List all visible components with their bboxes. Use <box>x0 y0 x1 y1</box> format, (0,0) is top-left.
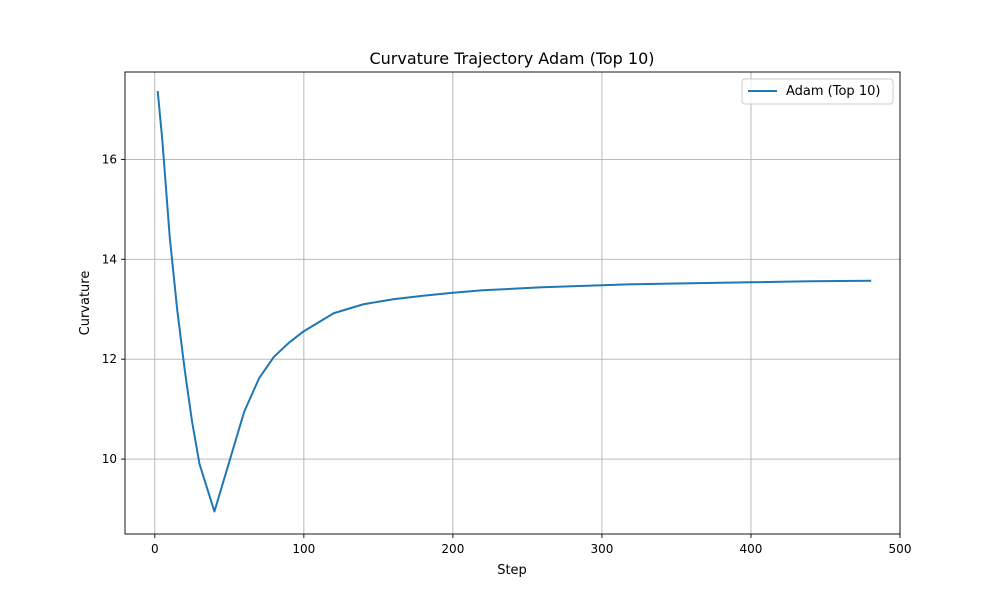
series-line <box>156 90 872 513</box>
x-tick-label: 500 <box>889 542 912 556</box>
y-tick-label: 12 <box>102 352 117 366</box>
chart-title: Curvature Trajectory Adam (Top 10) <box>369 49 654 68</box>
legend: Adam (Top 10) <box>741 78 894 105</box>
x-axis-label: Step <box>497 563 527 578</box>
x-tick-label: 0 <box>151 542 159 556</box>
x-tick-label: 100 <box>292 542 315 556</box>
y-axis-label: Curvature <box>78 271 93 336</box>
plot-frame <box>124 71 901 535</box>
legend-box <box>741 78 894 105</box>
legend-label: Adam (Top 10) <box>786 84 880 99</box>
y-tick-label: 14 <box>102 252 117 266</box>
x-tick-label: 200 <box>441 542 464 556</box>
y-tick-label: 16 <box>102 152 117 166</box>
axis-ticks: 0 100 200 300 400 500 10 12 14 16 <box>102 152 912 556</box>
x-tick-label: 400 <box>740 542 763 556</box>
x-tick-label: 300 <box>590 542 613 556</box>
grid <box>125 72 901 534</box>
y-tick-label: 10 <box>102 452 117 466</box>
series-layer <box>156 90 872 513</box>
